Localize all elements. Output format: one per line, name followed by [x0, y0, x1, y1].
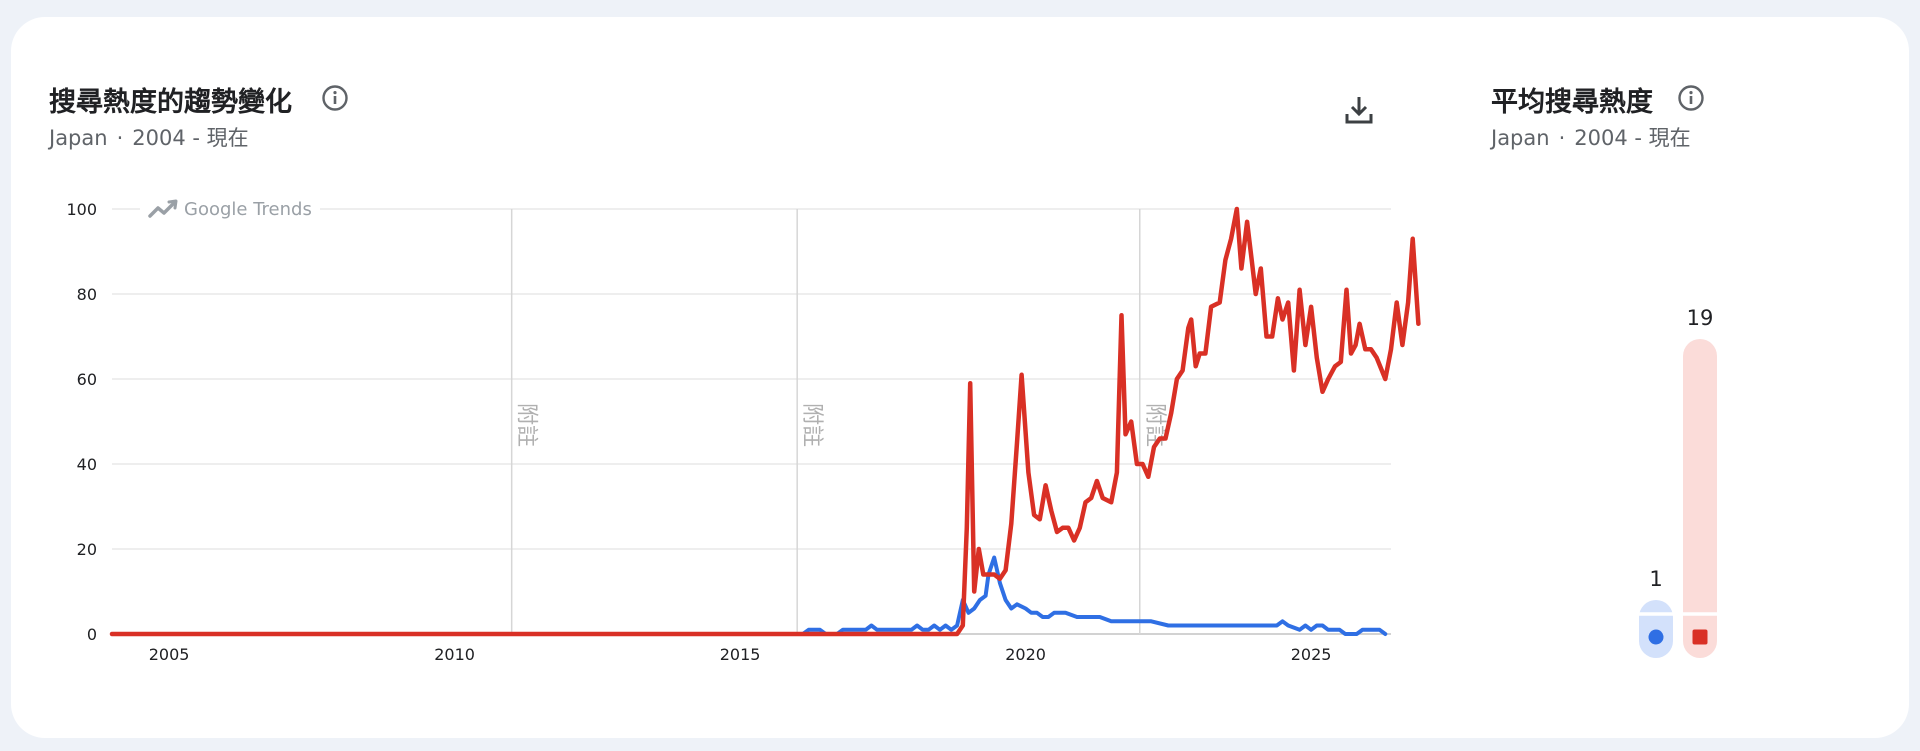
average-bar-blue[interactable]: [1639, 600, 1673, 658]
x-tick-label: 2005: [149, 645, 190, 664]
annotations: 附註 附註 附註: [510, 209, 1167, 634]
google-trends-watermark: Google Trends: [140, 193, 320, 225]
info-icon[interactable]: [1677, 84, 1705, 112]
series-line-blue: [110, 555, 1388, 636]
series-lines: [109, 206, 1421, 637]
average-title: 平均搜尋熱度: [1491, 87, 1653, 118]
y-tick-label: 40: [77, 455, 97, 474]
axis-ticks: 0 20 40 60 80 100 2005 2010 2015 2020 2025: [66, 200, 1331, 664]
y-tick-label: 20: [77, 540, 97, 559]
period-label: 2004 - 現在: [132, 126, 249, 150]
bar-value-label: 1: [1649, 567, 1662, 591]
annotation-label[interactable]: 附註: [514, 403, 539, 447]
series-line-red: [109, 206, 1421, 637]
region-label: Japan: [1491, 126, 1550, 150]
separator-dot: ·: [1558, 126, 1566, 150]
bar-value-label: 19: [1687, 306, 1714, 330]
average-bar-red[interactable]: [1683, 339, 1717, 658]
series-marker-circle: [1648, 629, 1664, 645]
chart-title: 搜尋熱度的趨勢變化: [49, 87, 292, 118]
y-tick-label: 80: [77, 285, 97, 304]
x-tick-label: 2010: [434, 645, 475, 664]
series-marker-square: [1692, 629, 1708, 645]
y-tick-label: 60: [77, 370, 97, 389]
x-tick-label: 2015: [720, 645, 761, 664]
period-label: 2004 - 現在: [1574, 126, 1691, 150]
y-tick-label: 100: [66, 200, 97, 219]
watermark-text: Google Trends: [184, 199, 312, 220]
separator-dot: ·: [116, 126, 124, 150]
y-tick-label: 0: [87, 625, 97, 644]
download-icon[interactable]: [1343, 93, 1375, 127]
x-tick-label: 2020: [1005, 645, 1046, 664]
info-icon[interactable]: [321, 84, 349, 112]
chart-subtitle: Japan · 2004 - 現在: [49, 122, 249, 152]
trending-icon-arrow: [167, 199, 178, 210]
region-label: Japan: [49, 126, 108, 150]
x-tick-label: 2025: [1291, 645, 1332, 664]
trending-icon: [148, 200, 177, 218]
annotation-label[interactable]: 附註: [799, 403, 824, 447]
average-subtitle: Japan · 2004 - 現在: [1491, 122, 1691, 152]
